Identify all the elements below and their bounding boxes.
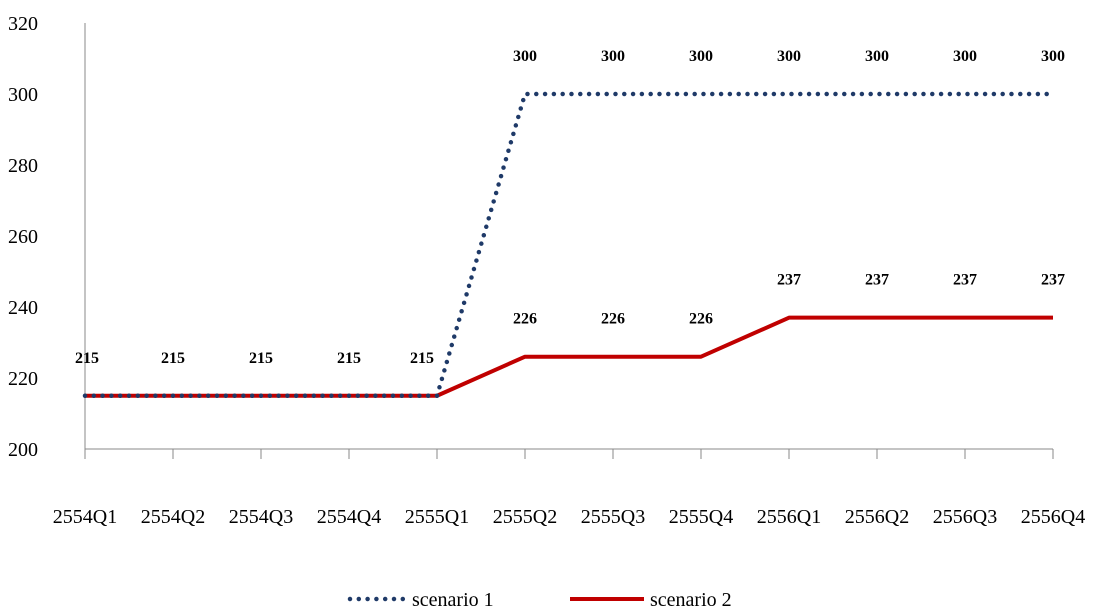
x-tick-label: 2554Q1 bbox=[53, 506, 117, 528]
x-tick-label: 2554Q4 bbox=[317, 506, 381, 528]
data-label: 215 bbox=[161, 350, 185, 367]
y-tick-label: 200 bbox=[8, 439, 38, 461]
x-axis-labels: 2554Q1 2554Q2 2554Q3 2554Q4 2555Q1 2555Q2 2555… bbox=[53, 506, 1085, 528]
data-label: 300 bbox=[1041, 48, 1065, 65]
y-tick-label: 300 bbox=[8, 84, 38, 106]
data-label: 300 bbox=[689, 48, 713, 65]
data-label: 237 bbox=[953, 272, 977, 289]
x-tick-label: 2555Q4 bbox=[669, 506, 733, 528]
data-label: 300 bbox=[953, 48, 977, 65]
data-label: 237 bbox=[777, 272, 801, 289]
y-axis-labels: 200 220 240 260 280 300 320 bbox=[8, 13, 38, 461]
data-label: 237 bbox=[865, 272, 889, 289]
data-label: 215 bbox=[249, 350, 273, 367]
data-label: 215 bbox=[75, 350, 99, 367]
legend-label-scenario-1: scenario 1 bbox=[412, 589, 494, 611]
x-tick-label: 2556Q1 bbox=[757, 506, 821, 528]
x-tick-label: 2555Q3 bbox=[581, 506, 645, 528]
x-tick-label: 2556Q4 bbox=[1021, 506, 1085, 528]
data-labels: 300 300 300 300 300 300 300 215 215 215 215 215 226 2… bbox=[75, 48, 1065, 367]
data-label: 215 bbox=[337, 350, 361, 367]
chart-axes bbox=[84, 23, 1054, 459]
data-label: 226 bbox=[601, 311, 625, 328]
x-tick-label: 2556Q3 bbox=[933, 506, 997, 528]
legend-label-scenario-2: scenario 2 bbox=[650, 589, 732, 611]
x-tick-label: 2555Q1 bbox=[405, 506, 469, 528]
data-label: 300 bbox=[513, 48, 537, 65]
series-layer bbox=[82, 91, 1056, 398]
x-tick-label: 2554Q2 bbox=[141, 506, 205, 528]
x-tick-label: 2555Q2 bbox=[493, 506, 557, 528]
data-label: 215 bbox=[410, 350, 434, 367]
legend: scenario 1 scenario 2 bbox=[347, 589, 732, 611]
series-line-scenario-2 bbox=[85, 315, 1053, 398]
data-label: 237 bbox=[1041, 272, 1065, 289]
y-tick-label: 240 bbox=[8, 297, 38, 319]
data-label: 300 bbox=[865, 48, 889, 65]
x-tick-label: 2556Q2 bbox=[845, 506, 909, 528]
series-line-scenario-1 bbox=[82, 91, 1056, 398]
y-tick-label: 320 bbox=[8, 13, 38, 35]
data-label: 300 bbox=[601, 48, 625, 65]
y-tick-label: 280 bbox=[8, 155, 38, 177]
y-tick-label: 260 bbox=[8, 226, 38, 248]
x-tick-label: 2554Q3 bbox=[229, 506, 293, 528]
data-label: 226 bbox=[513, 311, 537, 328]
data-label: 226 bbox=[689, 311, 713, 328]
data-label: 300 bbox=[777, 48, 801, 65]
y-tick-label: 220 bbox=[8, 368, 38, 390]
